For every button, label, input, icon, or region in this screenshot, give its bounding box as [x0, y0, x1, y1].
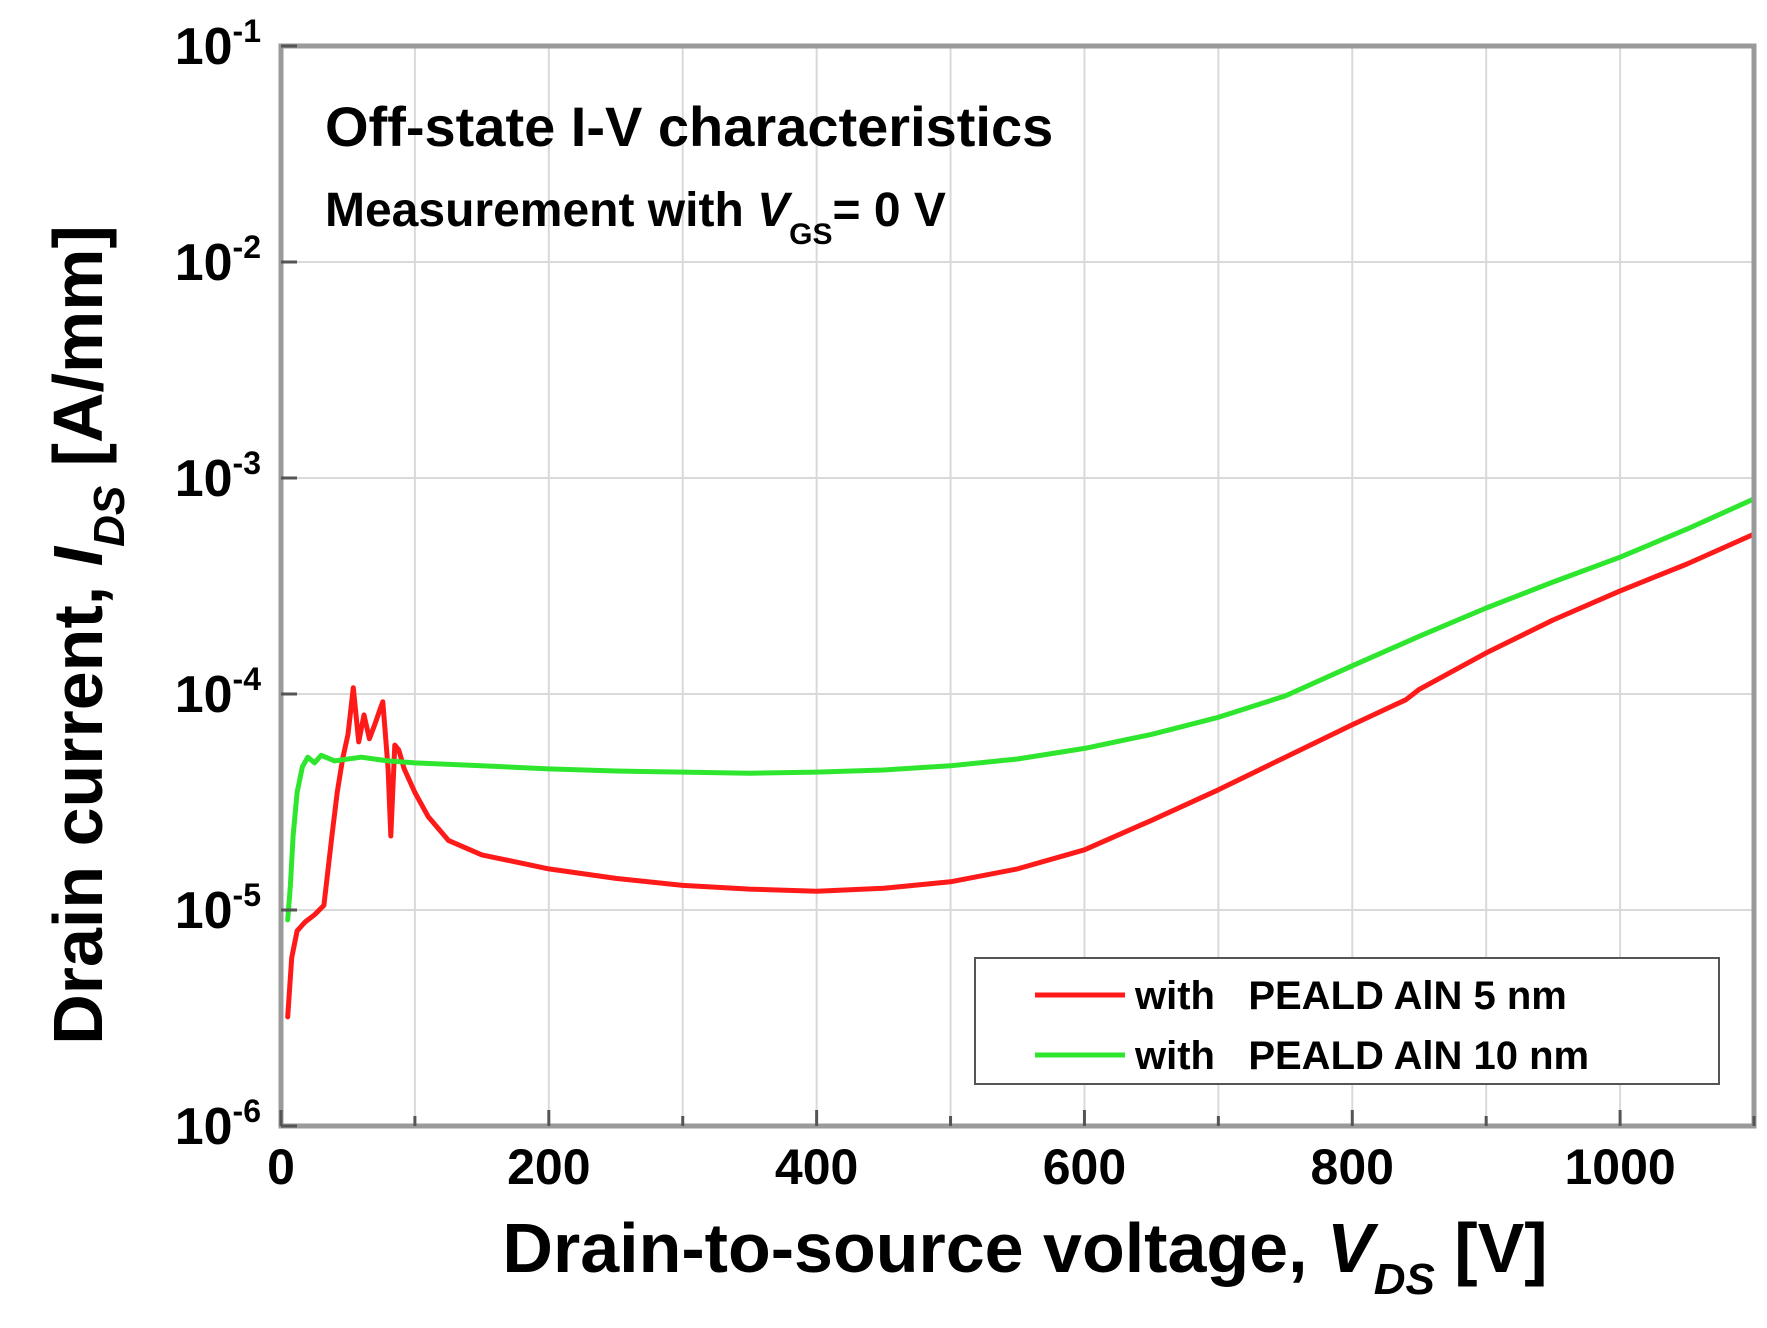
- x-axis-label-suffix: [V]: [1435, 1209, 1548, 1287]
- plot-frame: [278, 43, 1757, 1129]
- y-tick-label-base: 10: [175, 18, 233, 76]
- y-tick-label-exponent: -1: [233, 13, 261, 49]
- chart-subtitle: Measurement with VGS= 0 V: [325, 184, 946, 251]
- tick-marks: [279, 44, 1756, 1128]
- y-tick-label-exponent: -4: [233, 661, 262, 697]
- chart-title: Off-state I-V characteristics: [325, 95, 1053, 158]
- y-tick-label-base: 10: [175, 450, 233, 508]
- y-tick-label: 10-6: [175, 1093, 261, 1156]
- y-tick-label-exponent: -5: [233, 877, 261, 913]
- x-tick-label: 600: [1043, 1139, 1126, 1195]
- y-tick-label: 10-3: [175, 445, 261, 508]
- grid: [281, 46, 1754, 1126]
- y-axis-label-var: I: [39, 545, 117, 566]
- chart-subtitle-var: V: [757, 184, 793, 237]
- y-tick-label: 10-1: [175, 13, 261, 76]
- y-axis-label-suffix: [A/mm]: [39, 225, 117, 486]
- y-axis-label: Drain current, IDS [A/mm]: [39, 225, 134, 1045]
- series-line-0: [285, 531, 1757, 1020]
- y-tick-label-exponent: -2: [233, 229, 261, 265]
- chart-subtitle-suffix: = 0 V: [832, 184, 945, 237]
- legend-label-aln-5nm: with PEALD AlN 5 nm: [1134, 974, 1567, 1018]
- y-tick-label: 10-5: [175, 877, 261, 940]
- y-tick-labels: 10-110-210-310-410-510-6: [175, 13, 262, 1156]
- series-layer: [285, 496, 1757, 1020]
- x-tick-label: 200: [507, 1139, 590, 1195]
- legend-box: [974, 957, 1720, 1085]
- chart-subtitle-prefix: Measurement with: [325, 184, 757, 237]
- y-axis-label-sub: DS: [85, 486, 134, 547]
- y-tick-label-base: 10: [175, 1098, 233, 1156]
- chart-subtitle-sub: GS: [789, 218, 832, 251]
- x-tick-label: 0: [267, 1139, 295, 1195]
- x-tick-label: 800: [1311, 1139, 1394, 1195]
- x-tick-label: 1000: [1564, 1139, 1675, 1195]
- series-line-1: [285, 496, 1757, 923]
- x-axis-label-var: V: [1327, 1209, 1379, 1287]
- y-tick-label-base: 10: [175, 666, 233, 724]
- y-tick-label-base: 10: [175, 882, 233, 940]
- y-tick-label-exponent: -6: [233, 1093, 261, 1129]
- x-axis-label-prefix: Drain-to-source voltage,: [502, 1209, 1327, 1287]
- y-tick-label: 10-4: [175, 661, 262, 724]
- y-tick-label-exponent: -3: [233, 445, 261, 481]
- x-axis-label: Drain-to-source voltage, VDS [V]: [502, 1209, 1547, 1304]
- y-tick-label: 10-2: [175, 229, 261, 292]
- x-tick-label: 400: [775, 1139, 858, 1195]
- legend: with PEALD AlN 5 nm with PEALD AlN 10 nm: [974, 957, 1720, 1085]
- legend-label-aln-10nm: with PEALD AlN 10 nm: [1134, 1034, 1589, 1078]
- y-axis-label-prefix: Drain current,: [39, 566, 117, 1044]
- x-tick-labels: 0 200 400 600 800 1000: [267, 1139, 1676, 1195]
- y-tick-label-base: 10: [175, 234, 233, 292]
- x-axis-label-sub: DS: [1374, 1255, 1435, 1304]
